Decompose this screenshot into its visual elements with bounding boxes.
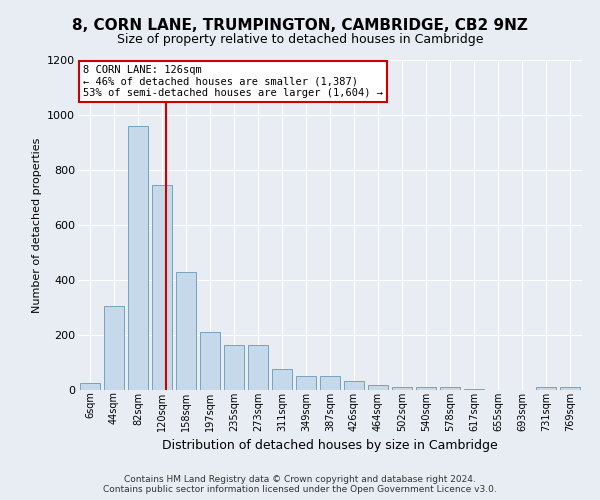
Bar xyxy=(320,376,340,390)
Bar xyxy=(80,383,100,390)
Bar xyxy=(200,332,220,390)
Bar xyxy=(344,381,364,390)
Text: Contains HM Land Registry data © Crown copyright and database right 2024.
Contai: Contains HM Land Registry data © Crown c… xyxy=(103,474,497,494)
Text: 8 CORN LANE: 126sqm
← 46% of detached houses are smaller (1,387)
53% of semi-det: 8 CORN LANE: 126sqm ← 46% of detached ho… xyxy=(83,65,383,98)
Bar xyxy=(152,185,172,390)
X-axis label: Distribution of detached houses by size in Cambridge: Distribution of detached houses by size … xyxy=(162,439,498,452)
Bar xyxy=(368,385,388,390)
Bar xyxy=(176,272,196,390)
Bar xyxy=(248,344,268,390)
Bar xyxy=(128,126,148,390)
Bar xyxy=(296,376,316,390)
Bar xyxy=(272,370,292,390)
Y-axis label: Number of detached properties: Number of detached properties xyxy=(32,138,41,312)
Text: 8, CORN LANE, TRUMPINGTON, CAMBRIDGE, CB2 9NZ: 8, CORN LANE, TRUMPINGTON, CAMBRIDGE, CB… xyxy=(72,18,528,32)
Bar xyxy=(392,386,412,390)
Bar xyxy=(104,306,124,390)
Bar xyxy=(224,344,244,390)
Bar xyxy=(416,386,436,390)
Bar xyxy=(440,386,460,390)
Bar xyxy=(560,386,580,390)
Text: Size of property relative to detached houses in Cambridge: Size of property relative to detached ho… xyxy=(117,32,483,46)
Bar xyxy=(536,386,556,390)
